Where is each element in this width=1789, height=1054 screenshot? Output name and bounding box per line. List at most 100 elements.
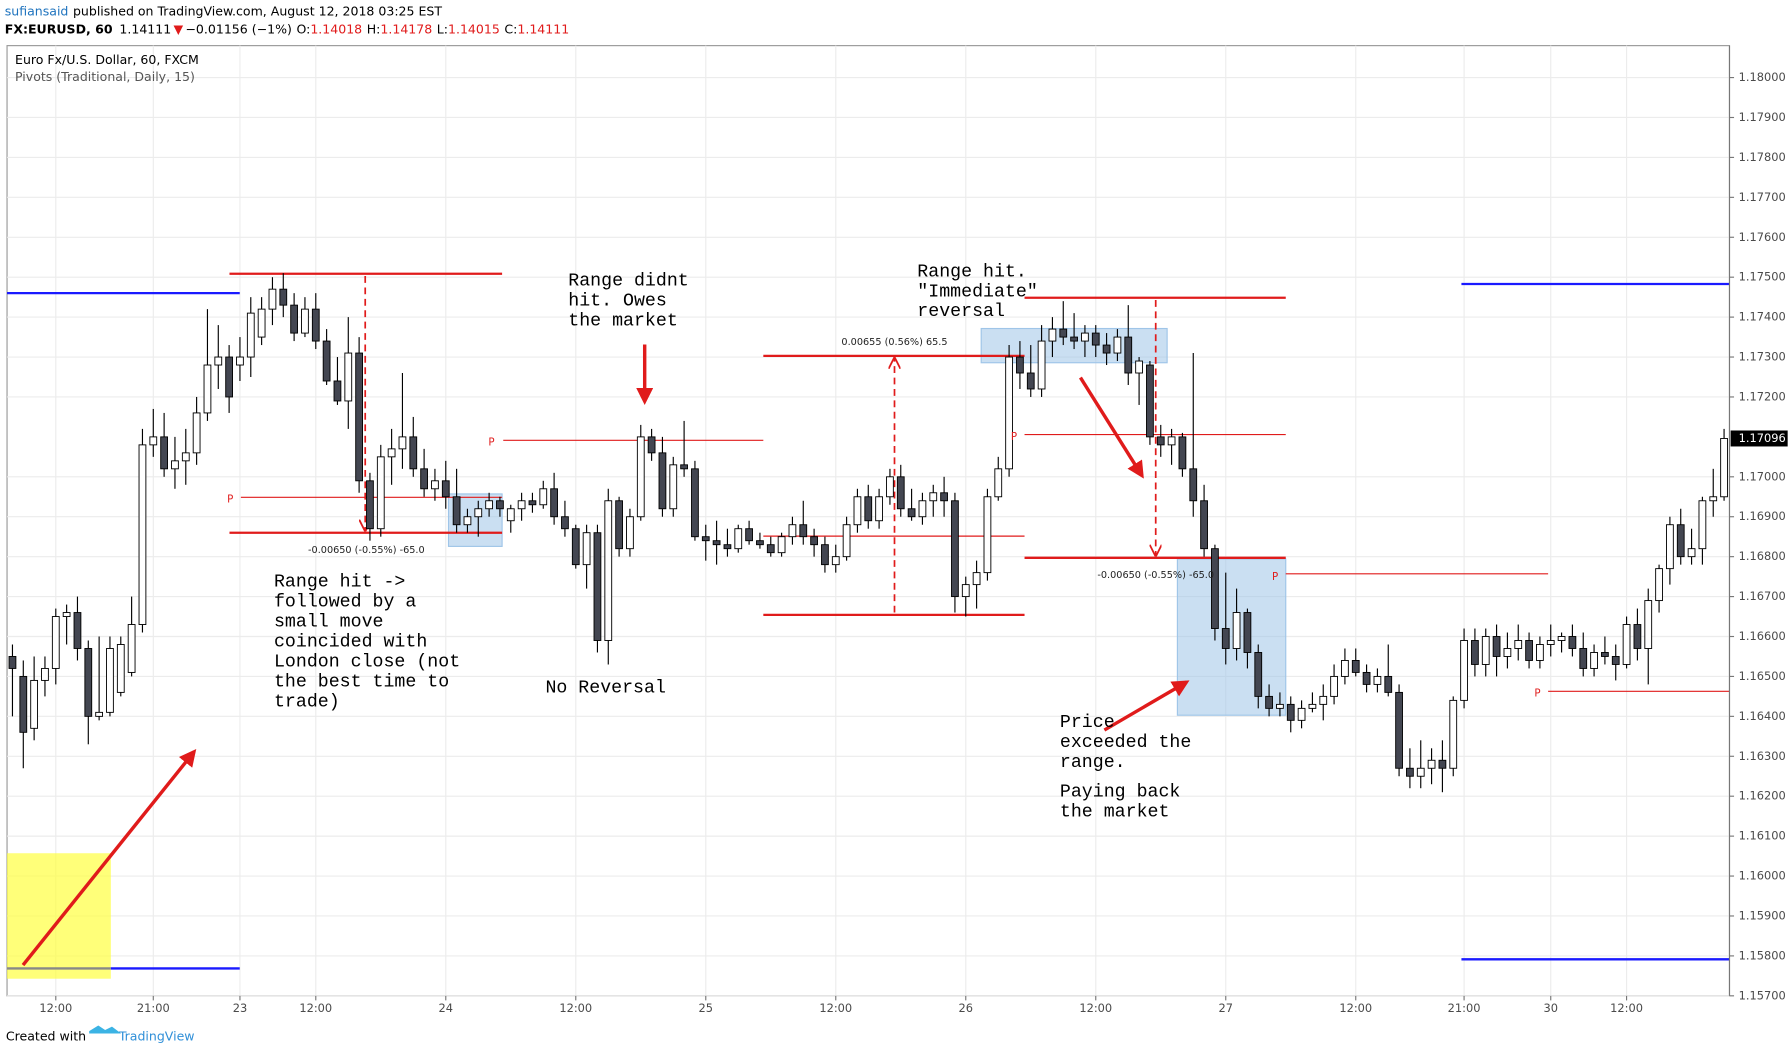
candle-body xyxy=(1091,332,1100,346)
candle-body xyxy=(1178,436,1187,470)
blue-levels xyxy=(7,282,1730,970)
candle-body xyxy=(1351,660,1360,673)
candle-body xyxy=(647,436,656,454)
candle-body xyxy=(1514,640,1523,649)
candle-body xyxy=(701,536,710,542)
y-tick-label: 1.17900 xyxy=(1739,110,1786,124)
x-tick-label: 12:00 xyxy=(299,1001,332,1015)
candle-body xyxy=(1113,336,1122,354)
candle-body xyxy=(420,468,428,490)
candle-body xyxy=(1471,640,1479,665)
candle-body xyxy=(8,656,17,669)
y-tick-label: 1.17400 xyxy=(1739,310,1786,324)
candle-body xyxy=(1601,652,1609,657)
annotation: the market xyxy=(1060,802,1170,822)
candle-body xyxy=(387,448,396,458)
candle-body xyxy=(1037,340,1046,390)
candles xyxy=(8,273,1728,793)
candle-body xyxy=(1655,568,1663,602)
candle-body xyxy=(279,288,288,306)
y-tick-label: 1.15800 xyxy=(1739,948,1786,962)
footer-brand[interactable]: TradingView xyxy=(118,1028,195,1043)
x-tick-label: 12:00 xyxy=(1610,1001,1643,1015)
arrows xyxy=(21,344,1190,967)
y-tick-label: 1.17600 xyxy=(1739,230,1786,244)
candle-body xyxy=(864,496,873,522)
annotation: "Immediate" xyxy=(917,282,1037,302)
candle-body xyxy=(301,308,309,334)
candle-body xyxy=(691,468,699,538)
candle-body xyxy=(766,544,775,554)
candle-body xyxy=(1005,356,1013,470)
range-box xyxy=(1176,558,1287,716)
candle-body xyxy=(1286,703,1295,721)
x-tick-label: 12:00 xyxy=(1079,1001,1112,1015)
x-tick-label: 21:00 xyxy=(1448,1001,1481,1015)
y-tick-label: 1.16600 xyxy=(1739,629,1786,643)
annotation: Price xyxy=(1060,713,1115,733)
annotation: range. xyxy=(1060,753,1126,773)
candle-body xyxy=(1319,695,1328,705)
candle-body xyxy=(875,496,883,522)
candle-body xyxy=(929,492,938,502)
candle-body xyxy=(1059,328,1068,338)
annotation: hit. Owes xyxy=(568,291,667,311)
y-tick-label: 1.16200 xyxy=(1739,789,1786,803)
y-tick-label: 1.16900 xyxy=(1739,509,1786,523)
candle-body xyxy=(1611,656,1620,665)
candle-body xyxy=(604,500,613,641)
ohlc-key: O: xyxy=(296,21,310,36)
annotation: the best time to xyxy=(274,672,449,692)
annotation: No Reversal xyxy=(545,679,665,699)
footer-text: Created with xyxy=(6,1028,86,1043)
candle-body xyxy=(355,352,363,482)
candle-body xyxy=(658,452,667,510)
candle-body xyxy=(831,556,840,566)
range-label: -0.00650 (-0.55%) -65.0 xyxy=(308,545,425,556)
candle-body xyxy=(160,436,168,470)
candle-body xyxy=(474,508,483,518)
candle-body xyxy=(1016,356,1024,374)
pivot-label: P xyxy=(1272,571,1278,583)
symbol: FX:EURUSD, 60 xyxy=(5,21,113,36)
candle-body xyxy=(344,352,353,402)
range-label: 0.00655 (0.56%) 65.5 xyxy=(841,337,947,348)
candle-body xyxy=(506,508,515,522)
y-tick-label: 1.16300 xyxy=(1739,749,1786,763)
candle-body xyxy=(1666,524,1674,570)
candle-body xyxy=(896,476,905,510)
ohlc-key: H: xyxy=(367,21,381,36)
candle-body xyxy=(1146,364,1154,438)
user-link[interactable]: sufiansaid xyxy=(5,3,69,18)
candle-body xyxy=(1406,767,1414,777)
candle-body xyxy=(1438,759,1447,769)
candle-body xyxy=(1297,707,1306,721)
arrow: ▼ xyxy=(174,21,184,36)
candle-body xyxy=(1395,691,1403,769)
candle-body xyxy=(51,616,60,669)
highlight-box xyxy=(7,853,111,979)
candle-body xyxy=(1341,660,1349,677)
candle-body xyxy=(972,572,981,586)
y-tick-label: 1.15700 xyxy=(1739,988,1786,1002)
candle-body xyxy=(1579,648,1588,669)
candle-body xyxy=(636,436,645,518)
candle-body xyxy=(615,500,623,550)
candle-body xyxy=(745,528,753,542)
annotation: the market xyxy=(568,311,678,331)
candle-body xyxy=(106,648,114,713)
texts: 1.15700 1.15800 1.15900 1.16000 1.16100 1.162… xyxy=(5,3,1788,1043)
annotation: small move xyxy=(274,613,384,633)
candle-body xyxy=(582,532,591,566)
candle-body xyxy=(1590,652,1598,669)
candle-body xyxy=(1135,360,1143,374)
candle-body xyxy=(994,468,1003,498)
candle-body xyxy=(1557,636,1566,641)
candle-body xyxy=(983,496,992,574)
candle-body xyxy=(452,496,461,526)
y-tick-label: 1.16500 xyxy=(1739,669,1786,683)
y-tick-label: 1.16800 xyxy=(1739,549,1786,563)
candle-body xyxy=(398,436,407,450)
chart-title: Euro Fx/U.S. Dollar, 60, FXCM xyxy=(15,52,199,67)
candle-body xyxy=(1449,699,1458,769)
